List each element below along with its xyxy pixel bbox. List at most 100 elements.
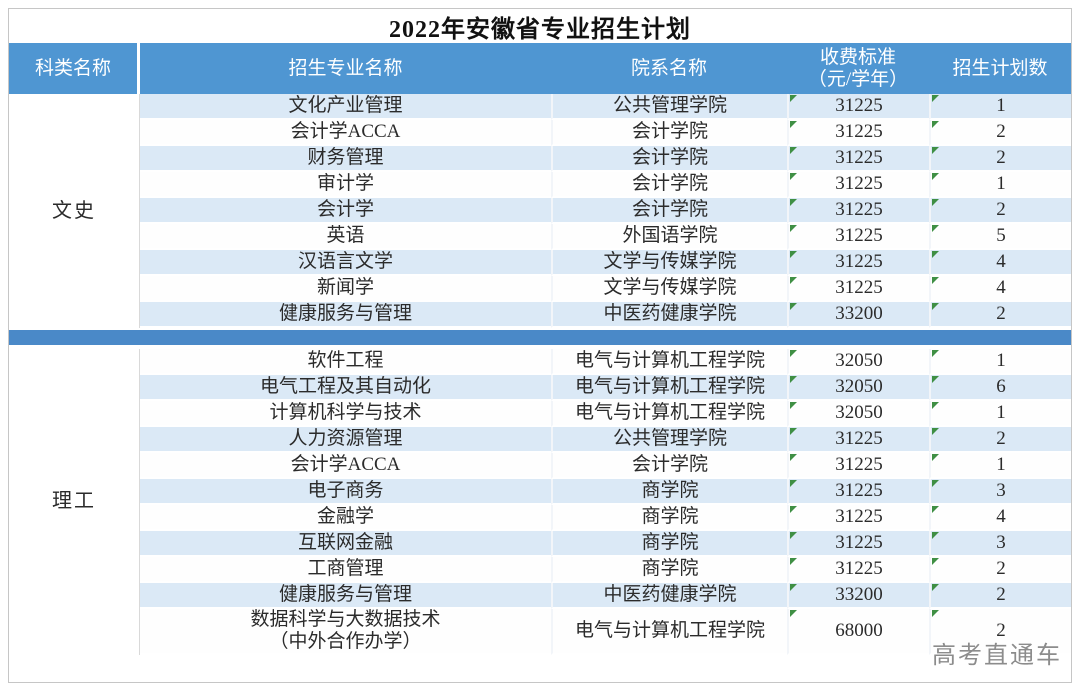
fee-cell: 32050	[787, 349, 929, 375]
department-cell: 商学院	[551, 531, 787, 557]
plan-count-cell: 4	[929, 250, 1071, 276]
fee-cell: 31225	[787, 120, 929, 146]
cell-corner-flag-icon	[932, 402, 939, 409]
header-major: 招生专业名称	[288, 57, 403, 79]
cell-corner-flag-icon	[932, 480, 939, 487]
major-name: 软件工程	[307, 350, 384, 372]
department-cell: 商学院	[551, 505, 787, 531]
major-cell: 数据科学与大数据技术 （中外合作办学）	[140, 609, 551, 655]
plan-count-value: 3	[996, 480, 1006, 502]
department-cell: 会计学院	[551, 172, 787, 198]
department-cell: 商学院	[551, 479, 787, 505]
page-title: 2022年安徽省专业招生计划	[389, 16, 691, 43]
cell-corner-flag-icon	[790, 251, 797, 258]
plan-count-value: 4	[996, 251, 1006, 273]
header-fee: 收费标准 （元/学年）	[787, 43, 929, 94]
department-cell: 会计学院	[551, 198, 787, 224]
major-name: 财务管理	[307, 147, 384, 169]
department-cell: 会计学院	[551, 146, 787, 172]
plan-count-cell: 2	[929, 609, 1071, 655]
plan-count-value: 2	[996, 558, 1006, 580]
department-cell: 电气与计算机工程学院	[551, 349, 787, 375]
cell-corner-flag-icon	[932, 428, 939, 435]
fee-value: 33200	[835, 303, 883, 325]
cell-corner-flag-icon	[932, 532, 939, 539]
major-cell: 健康服务与管理	[140, 302, 551, 328]
plan-count-value: 5	[996, 225, 1006, 247]
major-name: 工商管理	[307, 558, 384, 580]
major-cell: 金融学	[140, 505, 551, 531]
plan-count-cell: 1	[929, 172, 1071, 198]
department-cell: 电气与计算机工程学院	[551, 609, 787, 655]
major-cell: 电气工程及其自动化	[140, 375, 551, 401]
cell-corner-flag-icon	[932, 584, 939, 591]
fee-value: 32050	[835, 350, 883, 372]
header-fee-line1: 收费标准	[819, 46, 896, 68]
department-name: 会计学院	[631, 173, 708, 195]
plan-count-cell: 3	[929, 479, 1071, 505]
department-name: 商学院	[641, 558, 699, 580]
fee-cell: 31225	[787, 505, 929, 531]
major-cell: 健康服务与管理	[140, 583, 551, 609]
cell-corner-flag-icon	[932, 350, 939, 357]
fee-cell: 31225	[787, 427, 929, 453]
plan-count-value: 1	[996, 173, 1006, 195]
cell-corner-flag-icon	[790, 121, 797, 128]
major-cell: 会计学ACCA	[140, 120, 551, 146]
fee-cell: 31225	[787, 250, 929, 276]
plan-count-cell: 2	[929, 146, 1071, 172]
major-cell: 英语	[140, 224, 551, 250]
fee-value: 31225	[835, 173, 883, 195]
cell-corner-flag-icon	[932, 303, 939, 310]
fee-cell: 68000	[787, 609, 929, 655]
fee-value: 33200	[835, 584, 883, 606]
fee-value: 31225	[835, 121, 883, 143]
major-name: 文化产业管理	[288, 95, 403, 117]
major-name: 数据科学与大数据技术 （中外合作办学）	[250, 609, 441, 652]
major-cell: 计算机科学与技术	[140, 401, 551, 427]
major-name: 健康服务与管理	[278, 584, 412, 606]
department-cell: 商学院	[551, 557, 787, 583]
cell-corner-flag-icon	[932, 506, 939, 513]
major-cell: 会计学	[140, 198, 551, 224]
cell-corner-flag-icon	[790, 147, 797, 154]
plan-count-cell: 1	[929, 453, 1071, 479]
plan-count-value: 2	[996, 303, 1006, 325]
department-name: 会计学院	[631, 454, 708, 476]
major-cell: 文化产业管理	[140, 94, 551, 120]
major-name: 计算机科学与技术	[269, 402, 422, 424]
cell-corner-flag-icon	[790, 610, 797, 617]
fee-value: 31225	[835, 428, 883, 450]
department-name: 电气与计算机工程学院	[574, 402, 765, 424]
plan-count-value: 3	[996, 532, 1006, 554]
cell-corner-flag-icon	[932, 454, 939, 461]
major-name: 健康服务与管理	[278, 303, 412, 325]
cell-corner-flag-icon	[790, 173, 797, 180]
plan-count-value: 2	[996, 147, 1006, 169]
cell-corner-flag-icon	[790, 558, 797, 565]
cell-corner-flag-icon	[932, 95, 939, 102]
fee-cell: 32050	[787, 401, 929, 427]
cell-corner-flag-icon	[932, 610, 939, 617]
plan-count-value: 2	[996, 619, 1006, 641]
department-cell: 中医药健康学院	[551, 583, 787, 609]
plan-count-cell: 1	[929, 94, 1071, 120]
major-name: 新闻学	[316, 277, 374, 299]
plan-count-value: 4	[996, 277, 1006, 299]
header-plan-count: 招生计划数	[952, 57, 1048, 79]
department-name: 文学与传媒学院	[603, 277, 737, 299]
major-cell: 软件工程	[140, 349, 551, 375]
major-name: 会计学	[316, 199, 374, 221]
department-cell: 中医药健康学院	[551, 302, 787, 328]
fee-value: 31225	[835, 532, 883, 554]
department-name: 电气与计算机工程学院	[574, 376, 765, 398]
cell-corner-flag-icon	[932, 225, 939, 232]
cell-corner-flag-icon	[790, 95, 797, 102]
cell-corner-flag-icon	[790, 532, 797, 539]
cell-corner-flag-icon	[932, 173, 939, 180]
plan-count-cell: 4	[929, 276, 1071, 302]
table-header-row: 科类名称 招生专业名称 院系名称 收费标准 （元/学年） 招生计划数	[9, 43, 1071, 94]
plan-count-cell: 2	[929, 583, 1071, 609]
fee-cell: 31225	[787, 172, 929, 198]
cell-corner-flag-icon	[932, 558, 939, 565]
